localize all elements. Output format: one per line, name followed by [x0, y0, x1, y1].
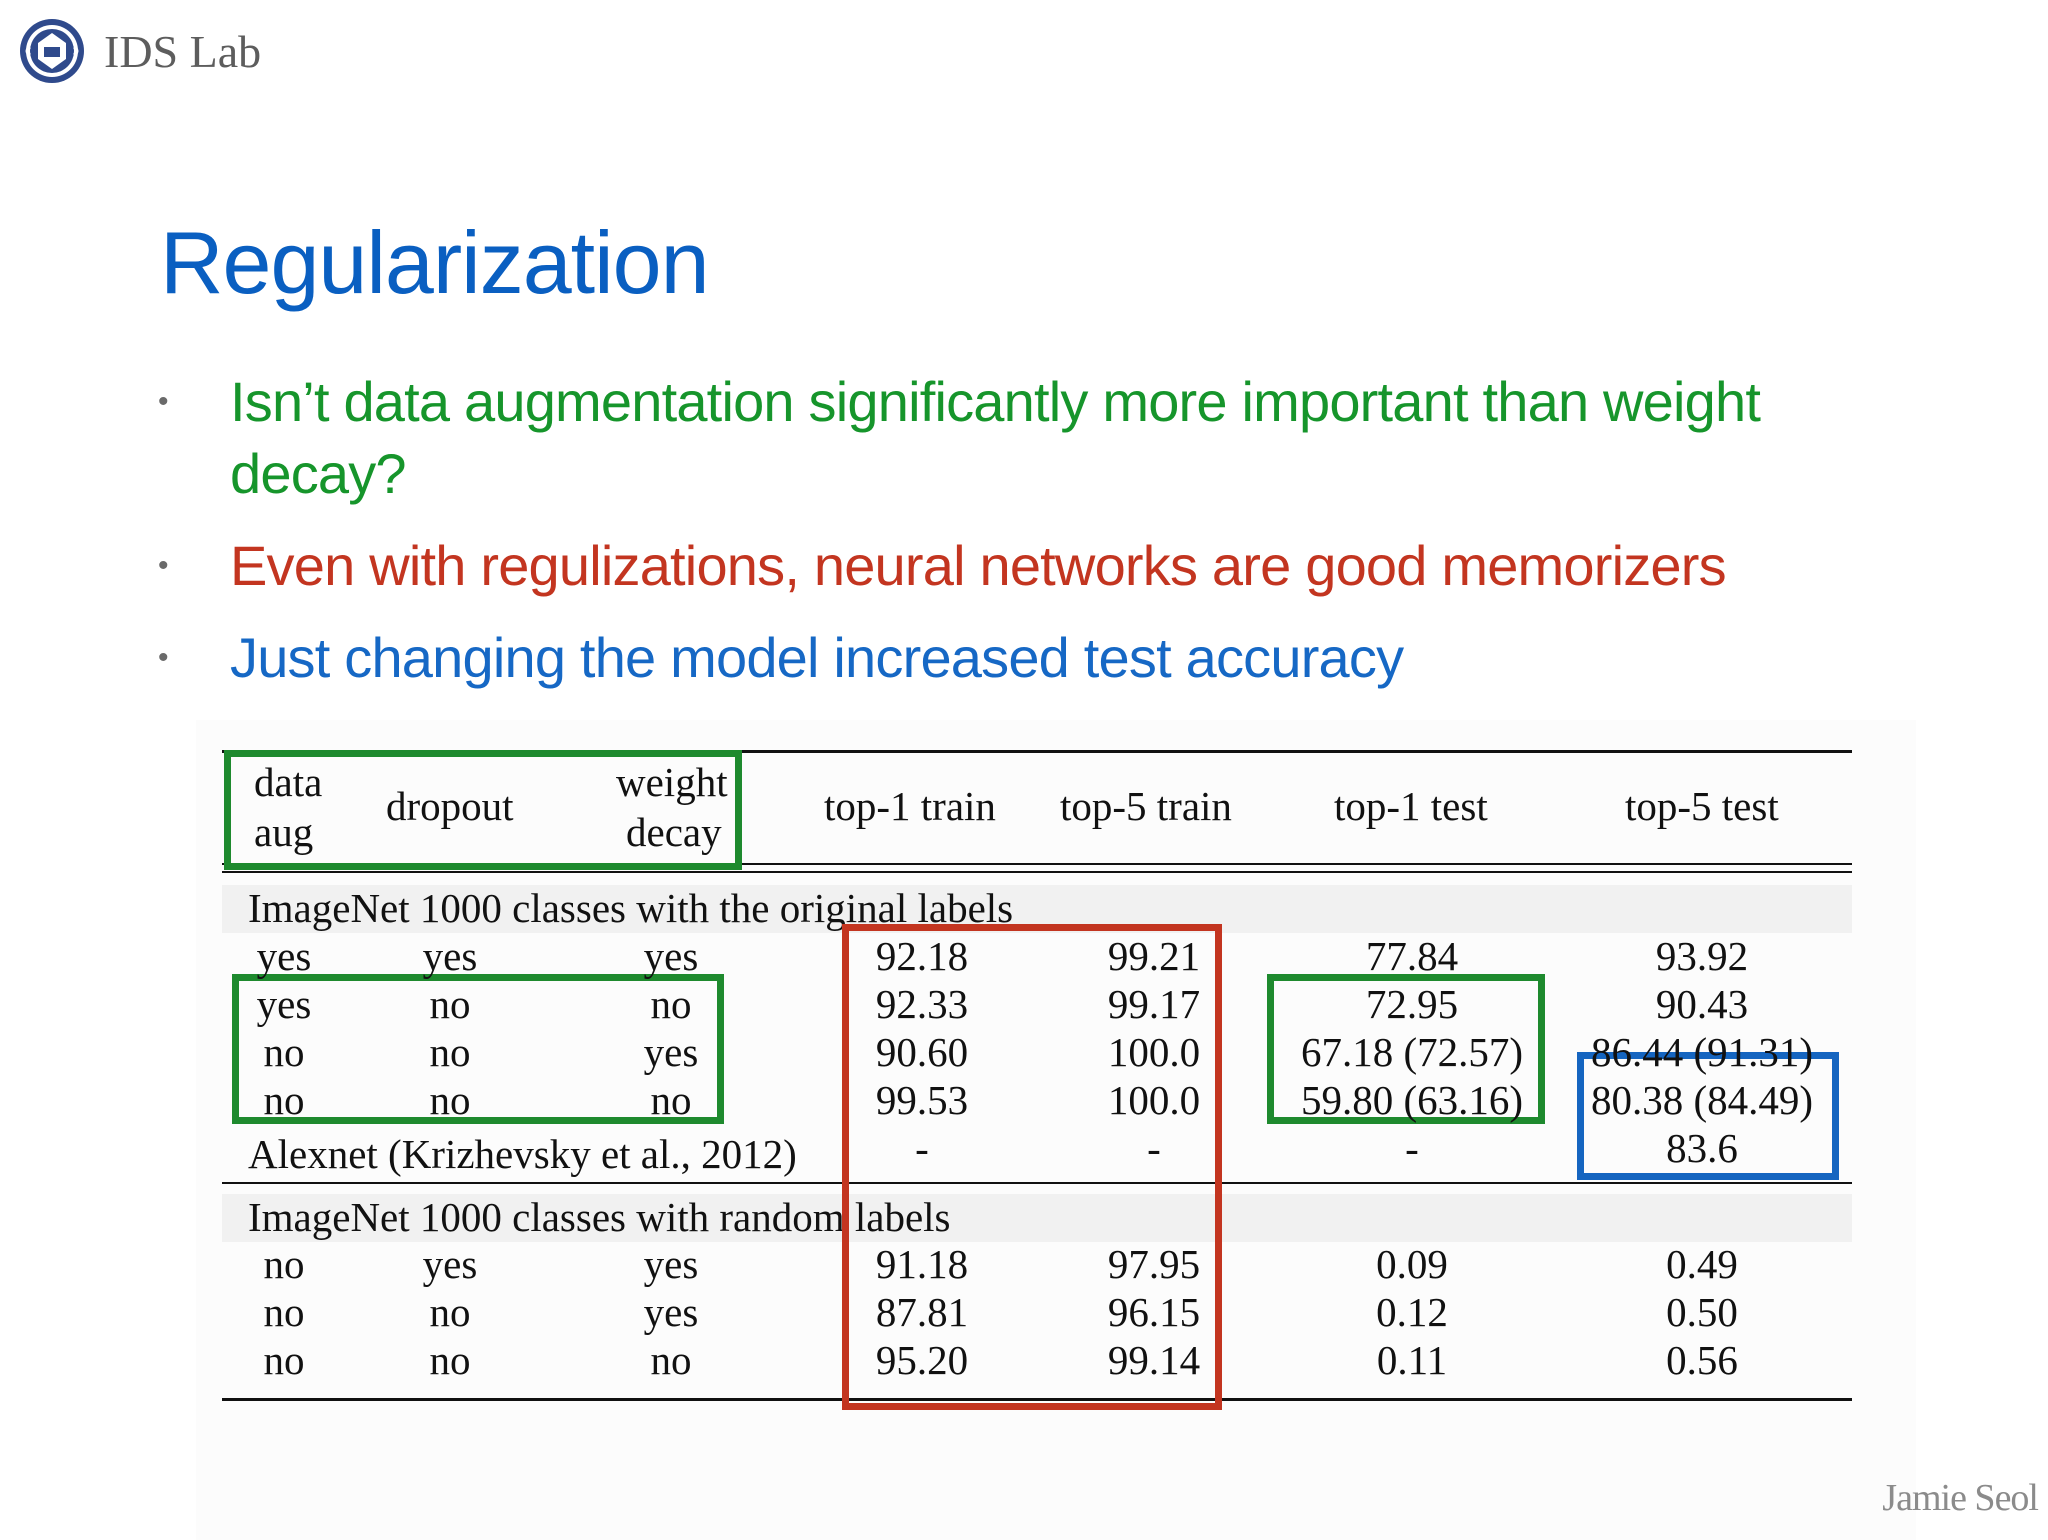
top1-test-cell: 67.18 (72.57) — [1300, 1029, 1524, 1075]
dropout-cell: no — [429, 981, 471, 1027]
highlight-box-model-change — [1577, 1052, 1839, 1180]
top5-test-cell: 0.56 — [1666, 1337, 1738, 1383]
table-top-rule — [222, 750, 1852, 753]
top1-test-cell: 0.11 — [1376, 1337, 1448, 1383]
top1-test-cell: 0.09 — [1376, 1241, 1448, 1287]
top1-train-cell: 92.18 — [875, 933, 969, 979]
table-bottom-rule — [222, 1398, 1852, 1401]
alexnet-top1-train-cell: - — [915, 1125, 929, 1171]
author-signature: Jamie Seol — [1882, 1477, 2039, 1519]
university-emblem-icon — [20, 19, 84, 83]
top5-train-cell: 96.15 — [1107, 1289, 1201, 1335]
table-body: data aug dropout weight decay top-1 trai… — [222, 750, 1852, 1430]
bullet-item: Isn’t data augmentation significantly mo… — [150, 366, 1930, 510]
top1-test-cell: 59.80 (63.16) — [1300, 1077, 1524, 1123]
dropout-cell: no — [429, 1337, 471, 1383]
top5-train-cell: 99.14 — [1107, 1337, 1201, 1383]
data-aug-cell: yes — [256, 981, 312, 1027]
data-aug-cell: no — [263, 1337, 305, 1383]
bullet-list: Isn’t data augmentation significantly mo… — [150, 366, 1930, 714]
data-aug-cell: no — [263, 1289, 305, 1335]
alexnet-top5-test-cell: 83.6 — [1666, 1125, 1738, 1171]
dropout-cell: yes — [422, 933, 478, 979]
data-aug-cell: yes — [256, 933, 312, 979]
highlight-box-header-regularizers — [224, 750, 742, 870]
header-data-aug: data — [254, 759, 323, 805]
weight-decay-cell: yes — [643, 1029, 699, 1075]
top5-test-cell: 86.44 (91.31) — [1590, 1029, 1814, 1075]
header: IDS Lab — [18, 16, 261, 86]
section-label: ImageNet 1000 classes with random labels — [248, 1194, 951, 1240]
top5-test-cell: 0.50 — [1666, 1289, 1738, 1335]
highlight-box-test-accuracy — [1267, 974, 1545, 1124]
header-data-aug: aug — [254, 809, 314, 855]
top1-test-cell: 0.12 — [1376, 1289, 1448, 1335]
data-aug-cell: no — [263, 1029, 305, 1075]
results-table: data aug dropout weight decay top-1 trai… — [196, 720, 1916, 1540]
alexnet-top5-train-cell: - — [1147, 1125, 1161, 1171]
top5-train-cell: 100.0 — [1107, 1029, 1201, 1075]
weight-decay-cell: yes — [643, 1289, 699, 1335]
dropout-cell: yes — [422, 1241, 478, 1287]
header-top1-train: top-1 train — [824, 783, 996, 829]
dropout-cell: no — [429, 1029, 471, 1075]
slide-title: Regularization — [160, 213, 710, 312]
top1-test-cell: 77.84 — [1365, 933, 1459, 979]
header-top1-test: top-1 test — [1334, 783, 1488, 829]
top1-train-cell: 92.33 — [875, 981, 969, 1027]
weight-decay-cell: no — [650, 1337, 692, 1383]
weight-decay-cell: no — [650, 981, 692, 1027]
top1-train-cell: 99.53 — [875, 1077, 969, 1123]
highlight-box-train-accuracy — [842, 924, 1222, 1410]
header-top5-test: top-5 test — [1625, 783, 1779, 829]
bullet-item: Just changing the model increased test a… — [150, 622, 1930, 694]
top1-train-cell: 91.18 — [875, 1241, 969, 1287]
header-top5-train: top-5 train — [1060, 783, 1232, 829]
highlight-box-regularizer-rows — [232, 974, 724, 1124]
lab-name: IDS Lab — [104, 25, 262, 77]
weight-decay-cell: yes — [643, 933, 699, 979]
top5-train-cell: 99.17 — [1107, 981, 1201, 1027]
top1-train-cell: 87.81 — [875, 1289, 969, 1335]
data-aug-cell: no — [263, 1077, 305, 1123]
top1-train-cell: 90.60 — [875, 1029, 969, 1075]
header-weight-decay: decay — [626, 809, 722, 855]
weight-decay-cell: no — [650, 1077, 692, 1123]
top1-test-cell: 72.95 — [1365, 981, 1459, 1027]
top5-test-cell: 90.43 — [1655, 981, 1749, 1027]
section-band — [222, 1194, 1852, 1242]
section-label: ImageNet 1000 classes with the original … — [248, 885, 1014, 931]
dropout-cell: no — [429, 1289, 471, 1335]
dropout-cell: no — [429, 1077, 471, 1123]
top5-test-cell: 80.38 (84.49) — [1590, 1077, 1814, 1123]
data-aug-cell: no — [263, 1241, 305, 1287]
top5-train-cell: 97.95 — [1107, 1241, 1201, 1287]
alexnet-top1-test-cell: - — [1405, 1125, 1419, 1171]
top5-test-cell: 0.49 — [1666, 1241, 1738, 1287]
top5-train-cell: 100.0 — [1107, 1077, 1201, 1123]
header-weight-decay: weight — [616, 759, 728, 805]
top5-train-cell: 99.21 — [1107, 933, 1201, 979]
table-header-rule — [222, 871, 1852, 873]
top5-test-cell: 93.92 — [1655, 933, 1749, 979]
bullet-item: Even with regulizations, neural networks… — [150, 530, 1930, 602]
header-dropout: dropout — [386, 783, 514, 829]
top1-train-cell: 95.20 — [875, 1337, 969, 1383]
section-divider-rule — [222, 1182, 1852, 1184]
alexnet-label: Alexnet (Krizhevsky et al., 2012) — [248, 1131, 797, 1177]
table-header-rule — [222, 863, 1852, 865]
weight-decay-cell: yes — [643, 1241, 699, 1287]
